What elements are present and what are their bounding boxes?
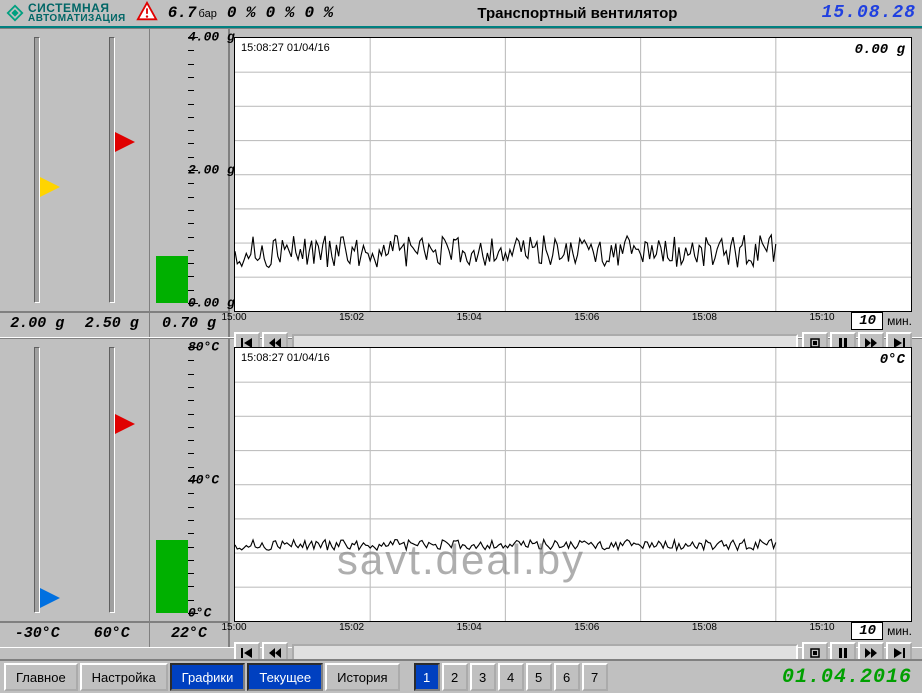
temperature-bargraph: 80°C40°C0°C 22°C [149, 339, 229, 647]
slider-red-value: 2.50 g [75, 311, 150, 337]
page-button-6[interactable]: 6 [554, 663, 580, 691]
tab-настройка[interactable]: Настройка [80, 663, 168, 691]
page-button-2[interactable]: 2 [442, 663, 468, 691]
span-input[interactable]: 10 [851, 622, 883, 640]
bar-value: 0.70 g [150, 311, 228, 337]
chart-xaxis: 15:0015:0215:0415:0615:0815:10 [234, 312, 822, 328]
page-title: Транспортный вентилятор [343, 5, 811, 22]
tab-главное[interactable]: Главное [4, 663, 78, 691]
temperature-panel: -30°C 60°C 80°C40°C0°C 22°C 15:08:27 01/… [0, 338, 922, 648]
slider-yellow-marker[interactable] [40, 177, 60, 197]
slider-red2-col: 60°C [75, 339, 150, 647]
span-input[interactable]: 10 [851, 312, 883, 330]
bar-value: 22°C [150, 621, 228, 647]
date-display: 01.04.2016 [782, 666, 918, 689]
span-unit: мин. [887, 624, 912, 638]
chart-current-value: 0°C [880, 352, 905, 368]
vibration-chart-area: 15:08:27 01/04/16 0.00 g 15:0015:0215:04… [230, 29, 922, 337]
top-bar: СИСТЕМНАЯ автоматизация 6.7бар 0 % 0 % 0… [0, 0, 922, 28]
vibration-chart[interactable]: 15:08:27 01/04/16 0.00 g [234, 37, 912, 312]
logo-line2: автоматизация [28, 14, 126, 23]
slider-track[interactable] [34, 347, 40, 613]
vibration-sliders: 2.00 g 2.50 g 4.00 g2.00 g0.00 g 0.70 g [0, 29, 230, 337]
slider-red-marker[interactable] [115, 132, 135, 152]
slider-red-marker[interactable] [115, 414, 135, 434]
bar-fill [156, 540, 188, 613]
slider-blue-col: -30°C [0, 339, 75, 647]
slider-yellow-col: 2.00 g [0, 29, 75, 337]
logo-icon [6, 4, 24, 22]
slider-track[interactable] [109, 37, 115, 303]
page-button-7[interactable]: 7 [582, 663, 608, 691]
temperature-chart-area: 15:08:27 01/04/16 0°C 15:0015:0215:0415:… [230, 339, 922, 647]
tab-графики[interactable]: Графики [170, 663, 246, 691]
slider-track[interactable] [34, 37, 40, 303]
temperature-sliders: -30°C 60°C 80°C40°C0°C 22°C [0, 339, 230, 647]
slider-blue-value: -30°C [0, 621, 75, 647]
chart-timestamp: 15:08:27 01/04/16 [241, 352, 330, 364]
bottom-nav: ГлавноеНастройкаГрафикиТекущееИстория 12… [0, 659, 922, 693]
page-button-4[interactable]: 4 [498, 663, 524, 691]
warning-icon[interactable] [136, 1, 158, 26]
bar-scale: 80°C40°C0°C [188, 347, 228, 613]
chart-xaxis: 15:0015:0215:0415:0615:0815:10 [234, 622, 822, 638]
page-button-1[interactable]: 1 [414, 663, 440, 691]
temperature-chart[interactable]: 15:08:27 01/04/16 0°C [234, 347, 912, 622]
pct1-readout: 0 % [227, 4, 256, 22]
pressure-readout: 6.7бар [168, 4, 217, 22]
clock: 15.08.28 [822, 3, 916, 23]
bar-fill [156, 256, 188, 303]
tab-история[interactable]: История [325, 663, 399, 691]
chart-current-value: 0.00 g [855, 42, 905, 58]
vibration-panel: 2.00 g 2.50 g 4.00 g2.00 g0.00 g 0.70 g … [0, 28, 922, 338]
bar-scale: 4.00 g2.00 g0.00 g [188, 37, 228, 303]
pct3-readout: 0 % [304, 4, 333, 22]
page-button-5[interactable]: 5 [526, 663, 552, 691]
chart-timestamp: 15:08:27 01/04/16 [241, 42, 330, 54]
page-button-3[interactable]: 3 [470, 663, 496, 691]
slider-red-col: 2.50 g [75, 29, 150, 337]
span-unit: мин. [887, 314, 912, 328]
slider-red2-value: 60°C [75, 621, 150, 647]
slider-blue-marker[interactable] [40, 588, 60, 608]
tab-текущее[interactable]: Текущее [247, 663, 323, 691]
slider-yellow-value: 2.00 g [0, 311, 75, 337]
logo: СИСТЕМНАЯ автоматизация [6, 3, 126, 23]
pct2-readout: 0 % [266, 4, 295, 22]
slider-track[interactable] [109, 347, 115, 613]
vibration-bargraph: 4.00 g2.00 g0.00 g 0.70 g [149, 29, 229, 337]
